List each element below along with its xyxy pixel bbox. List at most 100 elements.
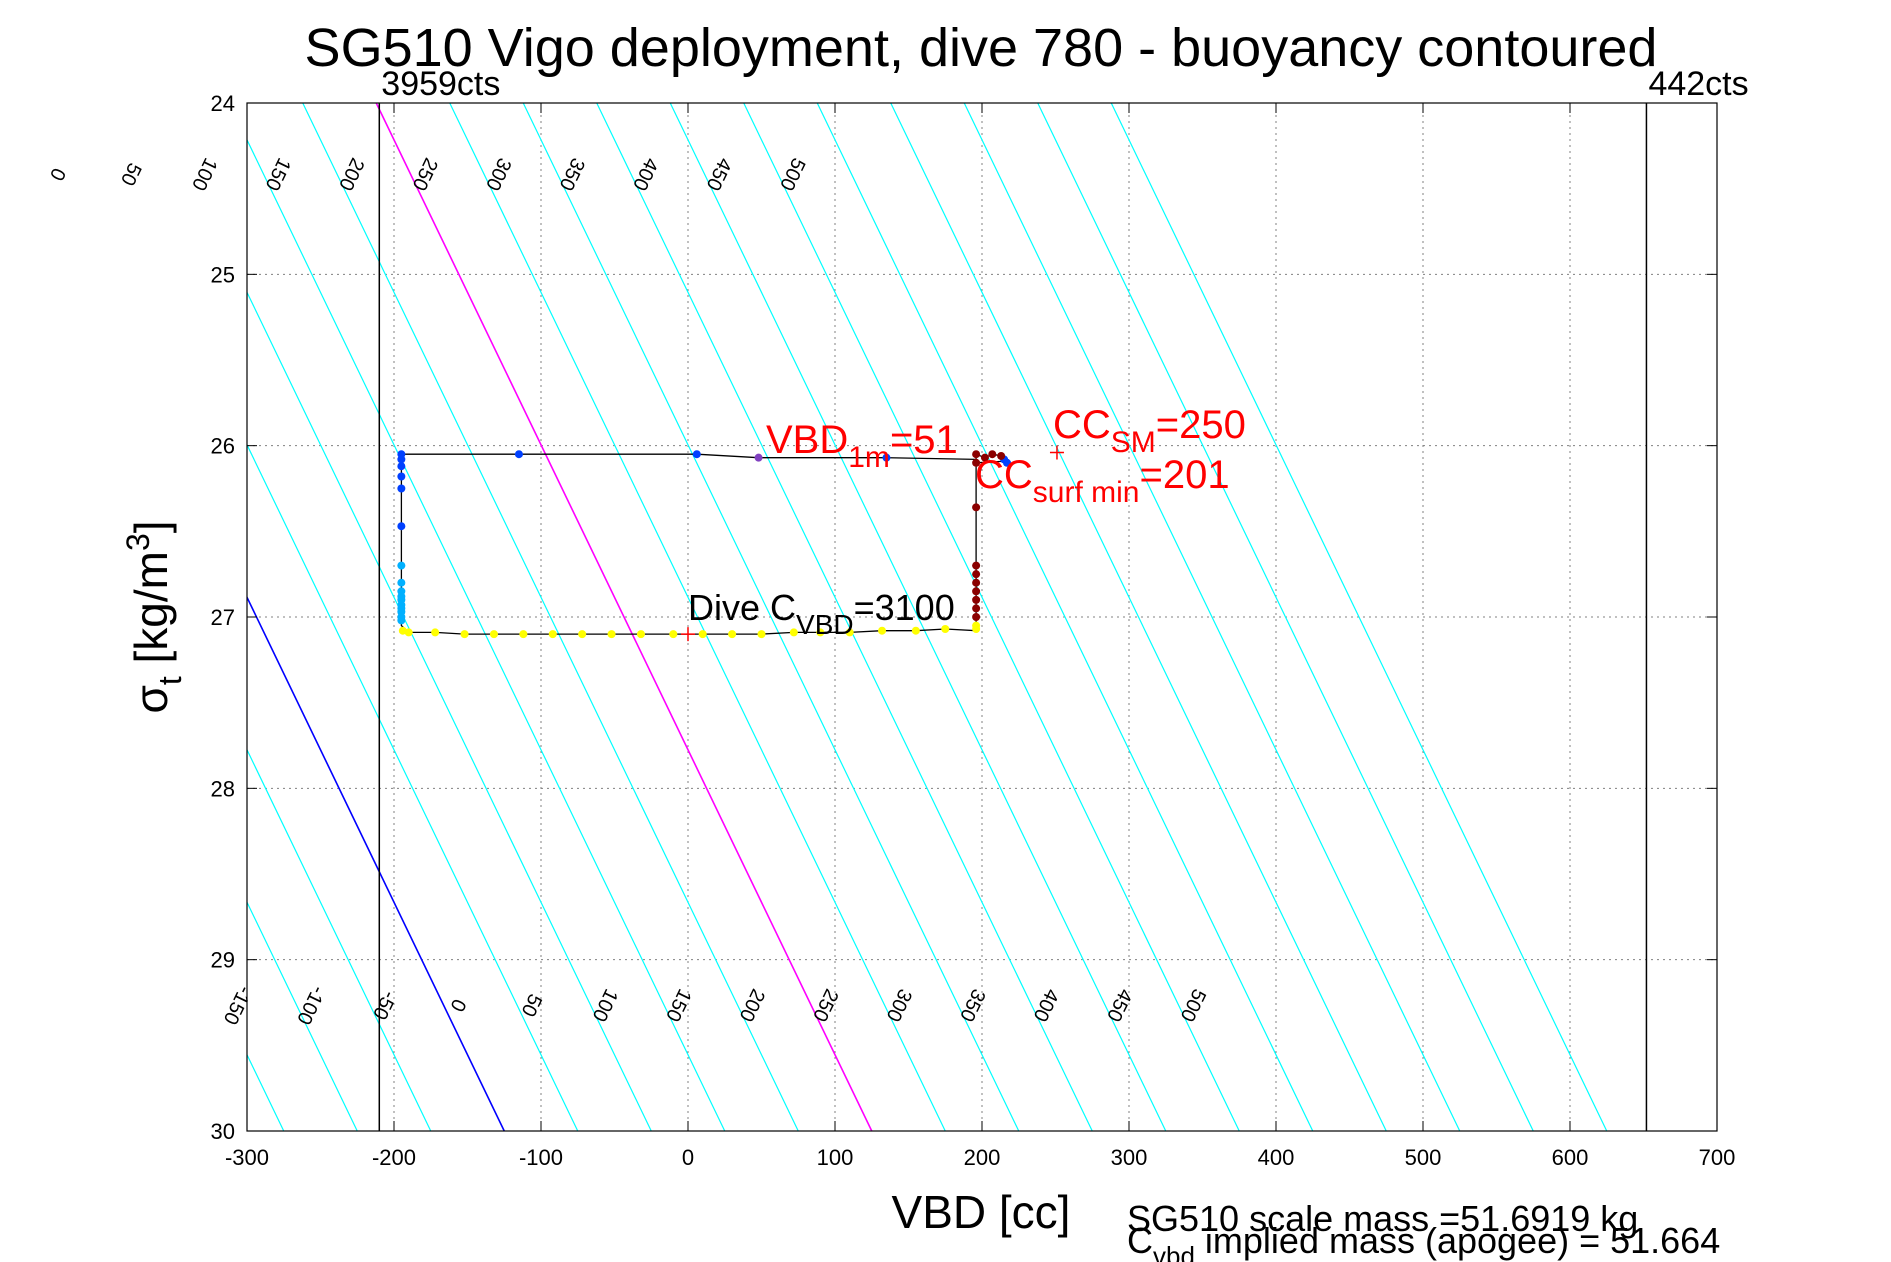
data-point [972,578,981,587]
chart-title: SG510 Vigo deployment, dive 780 - buoyan… [305,18,1658,78]
buoyancy-contour [0,103,63,1131]
x-tick-label: -300 [225,1145,269,1170]
count-limit-label: 442cts [1648,65,1748,103]
buoyancy-contour [247,443,579,1131]
data-point [972,503,981,512]
data-point [698,630,707,639]
cc-contour [375,103,873,1131]
data-point [980,453,989,462]
data-point [548,630,557,639]
data-point [431,628,440,637]
data-point [397,472,406,481]
x-axis-label: VBD [cc] [892,1186,1071,1238]
x-tick-label: 0 [682,1145,694,1170]
annotation-cc-sm: CCSM=250 [1053,403,1246,459]
y-axis-label-units: [kg/m [125,551,177,676]
buoyancy-contours [0,103,1608,1131]
buoyancy-contour [449,103,946,1131]
buoyancy-contour [247,748,432,1131]
data-point [941,624,950,633]
x-tick-label: -200 [372,1145,416,1170]
buoyancy-contour [963,103,1461,1131]
data-point [997,451,1006,460]
y-tick-label: 28 [211,776,235,801]
data-point [911,626,920,635]
footer-implied-mass: Cvbd implied mass (apogee) = 51.664 [1127,1220,1720,1262]
data-point [397,578,406,587]
count-limit-lines: 3959cts 442cts [378,65,1749,1131]
buoyancy-contour [669,103,1167,1131]
data-point [972,621,981,630]
buoyancy-contour [522,103,1020,1131]
x-tick-label: -100 [519,1145,563,1170]
x-tick-label: 600 [1552,1145,1589,1170]
y-tick-label: 27 [211,605,235,630]
data-point [669,630,678,639]
plus-marker [1049,445,1064,460]
data-point [397,455,406,464]
buoyancy-contour [0,103,137,1131]
plus-marker [681,627,695,642]
data-point [972,604,981,613]
data-point [607,630,616,639]
y-tick-label: 25 [211,262,235,287]
data-point [816,628,825,637]
svg-text:CCSM=250: CCSM=250 [1053,403,1246,459]
data-point [728,630,737,639]
buoyancy-contour [743,103,1240,1131]
data-point [789,628,798,637]
y-axis-ticks: 24 25 26 27 28 29 30 [211,91,1717,1144]
count-limit-label: 3959cts [381,65,500,103]
x-tick-label: 100 [817,1145,854,1170]
buoyancy-contour [247,138,726,1131]
data-point [397,522,406,531]
data-point [972,458,981,467]
data-point [972,587,981,596]
data-point [692,450,701,459]
y-axis-label-sup: 3 [120,533,156,551]
y-axis-label-close: ] [125,520,177,533]
buoyancy-contour [1110,103,1608,1131]
data-point [754,453,763,462]
data-point [514,450,523,459]
y-axis-label-main: σ [125,685,177,713]
x-tick-label: 300 [1111,1145,1148,1170]
data-point [404,628,413,637]
y-tick-label: 24 [211,91,235,116]
y-axis-label: σt [kg/m3] [120,520,188,713]
dive-points [397,450,1011,639]
x-tick-label: 700 [1699,1145,1736,1170]
data-point [972,613,981,621]
contour-label: 100 [187,154,221,194]
annotation-dive-c-vbd: Dive CVBD=3100 [688,587,955,640]
data-point [489,630,498,639]
buoyancy-contour [247,900,358,1131]
buoyancy-contour [596,103,1093,1131]
data-point [1002,458,1011,467]
data-point [988,450,997,459]
data-point [972,450,981,459]
buoyancy-contour [1037,103,1534,1131]
grid-lines [247,103,1717,1131]
data-point [578,630,587,639]
x-tick-label: 400 [1258,1145,1295,1170]
contour-label: 50 [116,159,145,189]
data-point [397,484,406,493]
data-point [397,616,406,625]
data-point [972,595,981,604]
annotation-cc-surf-min: CCsurf min=201 [975,453,1230,509]
x-tick-label: 500 [1405,1145,1442,1170]
data-point [397,462,406,471]
data-point [882,453,891,462]
data-point [878,626,887,635]
contour-label: 0 [45,164,70,184]
red-markers [681,445,1064,642]
y-tick-label: 26 [211,434,235,459]
buoyancy-contour [816,103,1314,1131]
y-tick-label: 30 [211,1119,235,1144]
svg-text:Dive CVBD=3100: Dive CVBD=3100 [688,587,955,640]
data-point [460,630,469,639]
annotation-vbd-1m: VBD1m=51 [766,418,958,474]
x-axis-ticks: -300 -200 -100 0 100 200 300 400 500 600 700 [225,103,1735,1170]
